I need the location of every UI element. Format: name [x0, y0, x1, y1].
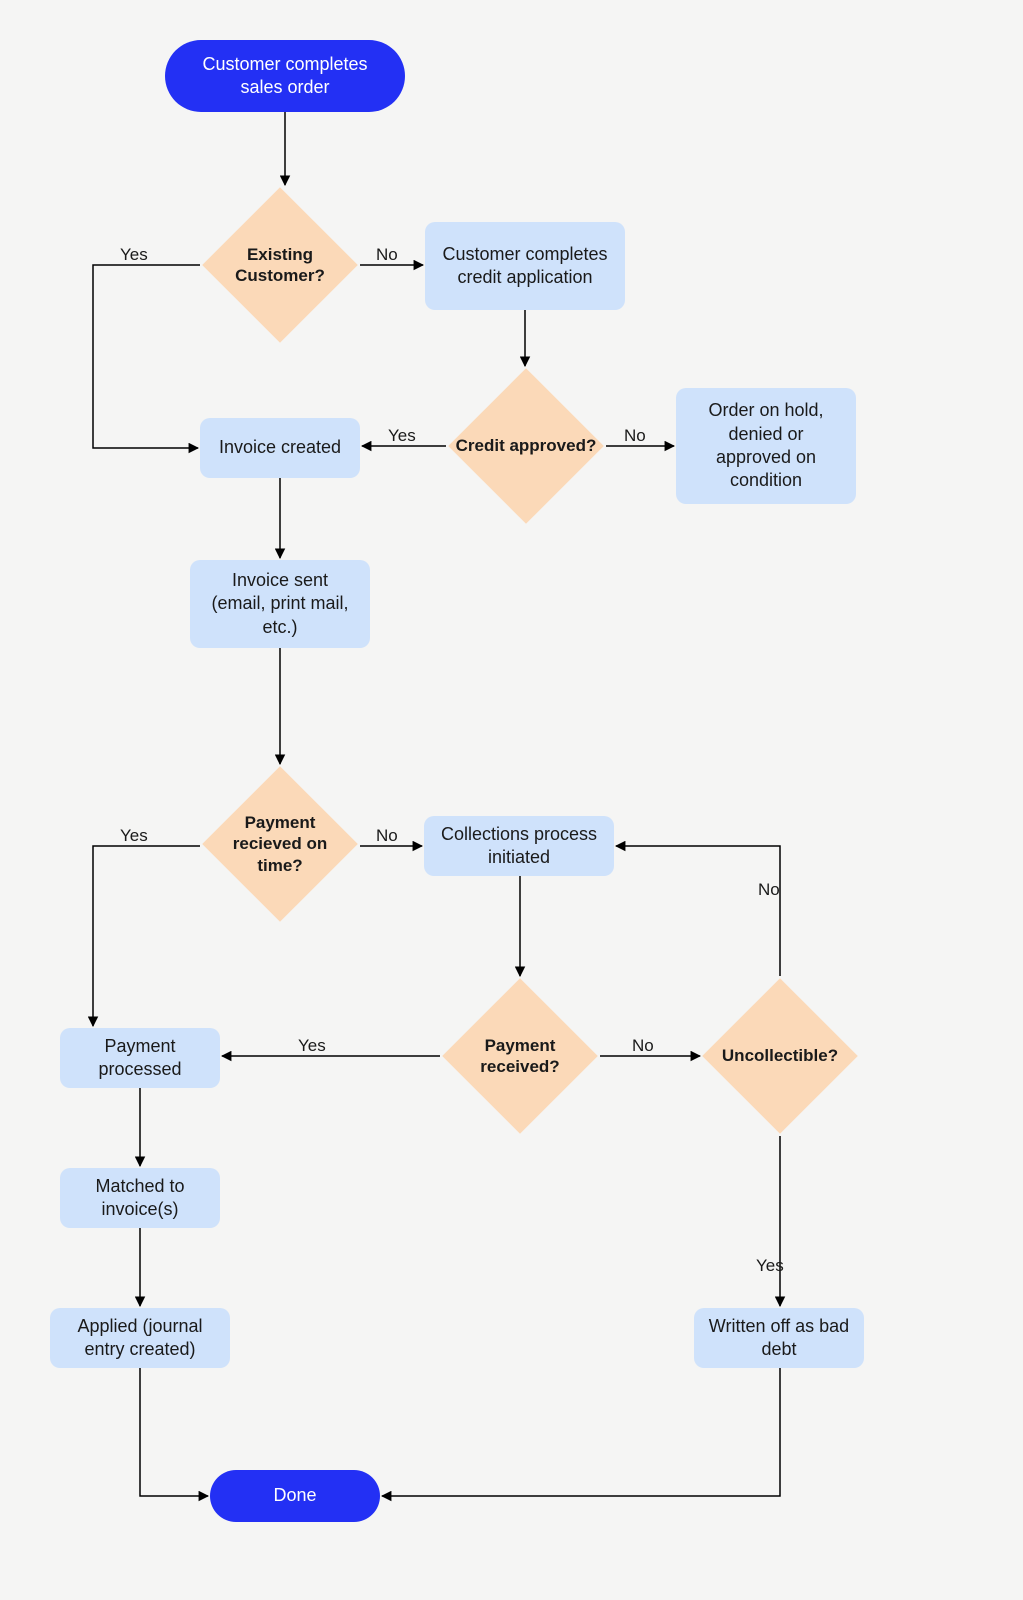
- node-label: Existing Customer?: [202, 244, 358, 287]
- node-label: Written off as bad debt: [708, 1315, 850, 1362]
- edge-label-e2: No: [376, 245, 398, 265]
- node-invoice-created: Invoice created: [200, 418, 360, 478]
- node-label: Collections process initiated: [438, 823, 600, 870]
- node-label: Uncollectible?: [716, 1045, 844, 1066]
- node-credit-application: Customer completes credit application: [425, 222, 625, 310]
- node-matched: Matched to invoice(s): [60, 1168, 220, 1228]
- node-collections: Collections process initiated: [424, 816, 614, 876]
- edge-label-e6: No: [624, 426, 646, 446]
- node-label: Customer completes credit application: [439, 243, 611, 290]
- node-payment-processed: Payment processed: [60, 1028, 220, 1088]
- edge-label-e14: No: [758, 880, 780, 900]
- node-label: Applied (journal entry created): [64, 1315, 216, 1362]
- edge-e14: [616, 846, 780, 976]
- edge-label-e15: Yes: [756, 1256, 784, 1276]
- edge-label-e9: No: [376, 826, 398, 846]
- edge-e10: [93, 846, 200, 1026]
- node-label: Payment processed: [74, 1035, 206, 1082]
- node-order-hold: Order on hold, denied or approved on con…: [676, 388, 856, 504]
- edge-e18: [140, 1368, 208, 1496]
- flowchart-canvas: Customer completes sales order Existing …: [0, 0, 1023, 1600]
- edge-e3: [93, 265, 200, 448]
- node-label: Invoice created: [219, 436, 341, 459]
- edge-e19: [382, 1368, 780, 1496]
- node-start: Customer completes sales order: [165, 40, 405, 112]
- node-label: Invoice sent (email, print mail, etc.): [204, 569, 356, 639]
- node-label: Payment recieved on time?: [202, 812, 358, 876]
- node-existing-customer: Existing Customer?: [202, 187, 358, 343]
- node-payment-on-time: Payment recieved on time?: [202, 766, 358, 922]
- node-written-off: Written off as bad debt: [694, 1308, 864, 1368]
- edge-label-e13: No: [632, 1036, 654, 1056]
- edge-label-e10: Yes: [120, 826, 148, 846]
- node-payment-received: Payment received?: [442, 978, 598, 1134]
- node-done: Done: [210, 1470, 380, 1522]
- node-label: Done: [273, 1484, 316, 1507]
- node-label: Payment received?: [442, 1035, 598, 1078]
- node-label: Matched to invoice(s): [74, 1175, 206, 1222]
- node-uncollectible: Uncollectible?: [702, 978, 858, 1134]
- edge-label-e3: Yes: [120, 245, 148, 265]
- node-invoice-sent: Invoice sent (email, print mail, etc.): [190, 560, 370, 648]
- node-applied: Applied (journal entry created): [50, 1308, 230, 1368]
- node-label: Order on hold, denied or approved on con…: [690, 399, 842, 493]
- node-label: Customer completes sales order: [179, 53, 391, 100]
- edge-label-e12: Yes: [298, 1036, 326, 1056]
- node-credit-approved: Credit approved?: [448, 368, 604, 524]
- node-label: Credit approved?: [450, 435, 603, 456]
- edge-label-e5: Yes: [388, 426, 416, 446]
